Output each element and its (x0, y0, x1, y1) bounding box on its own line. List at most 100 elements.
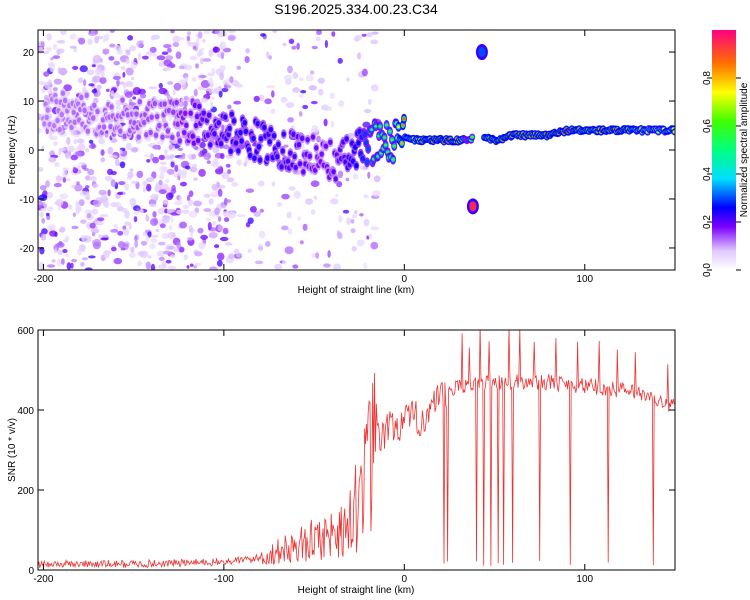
noise-speck (186, 35, 191, 41)
noise-speck (266, 85, 276, 89)
ridge-band (57, 126, 62, 133)
noise-speck (217, 188, 223, 197)
noise-speck (361, 33, 367, 37)
noise-speck (55, 199, 64, 207)
noise-speck (354, 34, 363, 41)
ridge-band (59, 111, 64, 118)
ridge-band (136, 134, 141, 140)
noise-speck (136, 170, 144, 179)
noise-speck (274, 263, 283, 270)
ridge-band (228, 148, 233, 155)
noise-speck (193, 265, 198, 269)
ridge-band (197, 103, 202, 110)
noise-speck (270, 108, 276, 114)
noise-speck (130, 61, 138, 69)
noise-speck (91, 232, 96, 237)
noise-speck (310, 70, 315, 75)
noise-speck (77, 248, 83, 256)
noise-speck (42, 50, 50, 55)
noise-speck (56, 48, 65, 54)
noise-speck (227, 211, 236, 219)
colorbar-tick-label: 0.0 (702, 263, 713, 277)
ridge-band (144, 132, 149, 138)
noise-speck (190, 230, 194, 238)
noise-speck (85, 175, 91, 181)
noise-speck (329, 92, 335, 100)
noise-speck (226, 199, 232, 203)
noise-speck (177, 168, 182, 177)
ridge-band (160, 134, 165, 140)
noise-speck (136, 207, 140, 212)
ridge-core (378, 125, 382, 128)
noise-speck (172, 35, 181, 43)
noise-speck (40, 233, 47, 241)
noise-speck (130, 76, 135, 81)
noise-speck (92, 183, 99, 189)
noise-speck (65, 253, 69, 258)
noise-speck (110, 179, 117, 188)
noise-speck (211, 183, 217, 191)
noise-speck (323, 118, 328, 127)
noise-speck (68, 204, 73, 210)
noise-speck (189, 263, 194, 267)
snr-frame (37, 329, 676, 571)
y-tick-label: 0 (28, 146, 34, 157)
noise-speck (148, 86, 158, 90)
noise-speck (333, 263, 341, 270)
noise-speck (125, 81, 134, 88)
noise-speck (161, 51, 169, 55)
noise-speck (310, 209, 316, 215)
noise-speck (249, 206, 257, 213)
snr-series-line (38, 330, 675, 569)
noise-speck (265, 240, 271, 247)
noise-speck (170, 188, 177, 195)
ridge-core (384, 123, 389, 127)
noise-speck (367, 171, 371, 179)
noise-speck (219, 236, 229, 242)
noise-speck (351, 245, 357, 252)
noise-speck (243, 161, 248, 167)
ridge-band (323, 143, 329, 149)
ridge-band (152, 100, 158, 107)
noise-speck (216, 252, 225, 261)
noise-speck (108, 154, 118, 159)
noise-speck (207, 221, 212, 230)
noise-speck (185, 165, 191, 170)
noise-speck (62, 239, 69, 243)
ridge-band (149, 114, 154, 120)
noise-speck (142, 232, 147, 237)
noise-speck (92, 54, 102, 63)
ridge-band (177, 138, 182, 144)
noise-speck (214, 244, 220, 249)
x-tick-label: 100 (576, 274, 593, 285)
ridge-core (374, 125, 378, 128)
y-tick-label: 400 (17, 406, 34, 417)
noise-speck (38, 167, 44, 172)
y-tick-label: -10 (20, 195, 35, 206)
ridge-band (268, 126, 273, 133)
noise-speck (287, 65, 293, 74)
noise-speck (336, 181, 343, 188)
colorbar: 0.0 0.2 0.4 0.6 0.8 Normalized spectral ampl… (702, 30, 750, 277)
noise-speck (253, 95, 260, 102)
noise-speck (271, 90, 275, 98)
noise-speck (91, 88, 98, 94)
noise-speck (236, 65, 242, 70)
noise-speck (145, 235, 149, 243)
noise-speck (118, 181, 126, 186)
noise-speck (247, 217, 254, 224)
noise-speck (363, 218, 370, 227)
noise-speck (236, 214, 246, 218)
ridge-band (248, 152, 253, 159)
noise-speck (178, 156, 186, 160)
noise-speck (116, 79, 120, 87)
noise-speck (174, 164, 179, 172)
noise-speck (199, 141, 206, 149)
noise-speck (168, 144, 173, 150)
noise-speck (99, 234, 108, 239)
ridge-band (280, 148, 285, 154)
noise-speck (292, 264, 299, 269)
ridge-band (319, 151, 324, 157)
ridge-band (310, 134, 316, 140)
noise-speck (224, 242, 233, 246)
